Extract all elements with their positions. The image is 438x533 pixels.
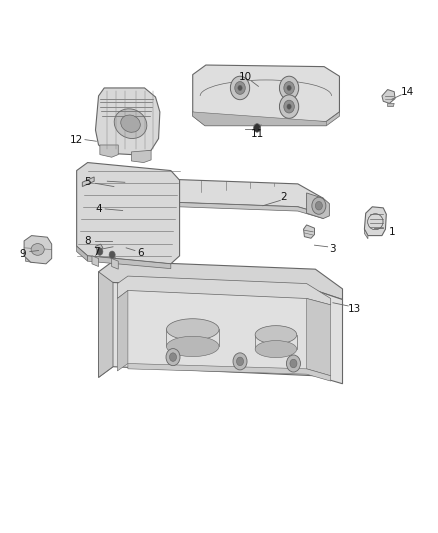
Polygon shape xyxy=(77,246,88,261)
Circle shape xyxy=(233,353,247,370)
Text: 2: 2 xyxy=(280,192,287,202)
Text: 6: 6 xyxy=(137,248,144,258)
Ellipse shape xyxy=(255,341,297,358)
Polygon shape xyxy=(99,272,113,377)
Text: 14: 14 xyxy=(401,87,414,96)
Circle shape xyxy=(312,197,326,214)
Text: 10: 10 xyxy=(239,72,252,82)
Polygon shape xyxy=(364,229,368,239)
Polygon shape xyxy=(388,103,394,107)
Polygon shape xyxy=(94,200,323,219)
Ellipse shape xyxy=(31,244,44,255)
Text: 4: 4 xyxy=(95,204,102,214)
Polygon shape xyxy=(100,145,118,157)
Text: 1: 1 xyxy=(389,227,396,237)
Text: 8: 8 xyxy=(84,236,91,246)
Circle shape xyxy=(279,76,299,100)
Circle shape xyxy=(254,124,261,132)
Polygon shape xyxy=(95,88,160,155)
Text: 12: 12 xyxy=(70,135,83,144)
Polygon shape xyxy=(99,282,343,384)
Circle shape xyxy=(237,357,244,366)
Text: 9: 9 xyxy=(19,249,26,259)
Circle shape xyxy=(287,85,291,91)
Polygon shape xyxy=(307,193,329,219)
Polygon shape xyxy=(117,276,331,305)
Polygon shape xyxy=(24,236,52,264)
Ellipse shape xyxy=(114,109,147,139)
Polygon shape xyxy=(117,290,128,371)
Circle shape xyxy=(284,100,294,113)
Text: 5: 5 xyxy=(84,177,91,187)
Circle shape xyxy=(235,82,245,94)
Polygon shape xyxy=(83,177,94,213)
Polygon shape xyxy=(131,150,151,163)
Polygon shape xyxy=(304,225,314,238)
Polygon shape xyxy=(128,364,331,381)
Circle shape xyxy=(279,95,299,118)
Ellipse shape xyxy=(166,319,219,340)
Circle shape xyxy=(284,82,294,94)
Polygon shape xyxy=(99,261,343,300)
Polygon shape xyxy=(112,259,118,269)
Circle shape xyxy=(230,76,250,100)
Polygon shape xyxy=(77,163,180,264)
Polygon shape xyxy=(382,90,395,103)
Polygon shape xyxy=(88,256,171,269)
Polygon shape xyxy=(193,112,339,126)
Polygon shape xyxy=(193,65,339,122)
Circle shape xyxy=(97,248,103,255)
Circle shape xyxy=(290,359,297,368)
Ellipse shape xyxy=(121,115,140,132)
Circle shape xyxy=(170,353,177,361)
Ellipse shape xyxy=(255,326,297,344)
Text: 7: 7 xyxy=(93,247,100,257)
Polygon shape xyxy=(94,177,323,214)
Polygon shape xyxy=(193,112,326,126)
Polygon shape xyxy=(92,256,99,266)
Polygon shape xyxy=(25,256,34,263)
Polygon shape xyxy=(307,298,331,376)
Circle shape xyxy=(166,349,180,366)
Ellipse shape xyxy=(166,336,219,357)
Text: 13: 13 xyxy=(348,304,361,314)
Polygon shape xyxy=(364,207,386,236)
Circle shape xyxy=(109,251,115,259)
Polygon shape xyxy=(95,244,103,251)
Polygon shape xyxy=(82,177,94,187)
Text: 11: 11 xyxy=(251,130,264,139)
Circle shape xyxy=(286,355,300,372)
Circle shape xyxy=(315,201,322,210)
Circle shape xyxy=(287,104,291,109)
Circle shape xyxy=(238,85,242,91)
Text: 3: 3 xyxy=(329,244,336,254)
